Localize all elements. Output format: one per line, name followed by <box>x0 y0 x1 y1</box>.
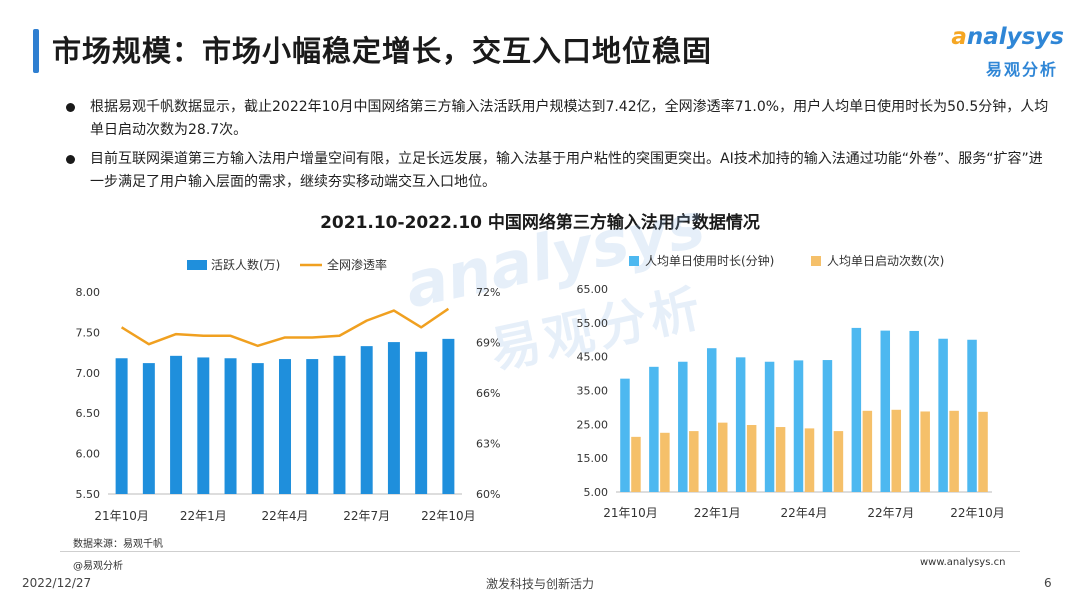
x-axis-tick-label: 22年4月 <box>781 506 828 520</box>
bar-daily-duration <box>620 378 630 492</box>
bar-daily-launches <box>660 432 670 492</box>
bullet-text: 根据易观千帆数据显示，截止2022年10月中国网络第三方输入法活跃用户规模达到7… <box>90 99 1049 138</box>
bar-active-users <box>306 359 319 494</box>
bar-active-users <box>279 359 291 494</box>
bar-daily-duration <box>706 348 717 492</box>
bar-daily-launches <box>631 436 641 492</box>
bar-daily-duration <box>764 361 775 492</box>
bar-active-users <box>333 355 346 494</box>
x-axis-tick-label: 22年1月 <box>180 509 227 523</box>
bar-daily-duration <box>967 339 977 492</box>
bar-daily-duration <box>851 327 862 492</box>
legend-swatch-launches <box>811 256 821 266</box>
slogan: 激发科技与创新活力 <box>485 577 594 591</box>
data-source: 数据来源：易观千帆 <box>73 539 163 550</box>
bar-active-users <box>224 358 237 494</box>
logo-text-en: analysys <box>951 24 1064 50</box>
copyright: @易观分析 <box>73 561 123 572</box>
bar-active-users <box>197 357 210 494</box>
bar-daily-duration <box>678 361 688 492</box>
bar-active-users <box>251 363 264 494</box>
left-axis-tick-label: 5.50 <box>76 488 101 501</box>
legend-label: 人均单日使用时长(分钟) <box>645 253 774 268</box>
x-axis-tick-label: 21年10月 <box>94 509 149 523</box>
x-axis-tick-label: 22年7月 <box>867 506 914 520</box>
right-axis-tick-label: 63% <box>476 438 500 451</box>
bar-daily-launches <box>891 409 902 492</box>
bar-active-users <box>442 338 455 494</box>
line-penetration-rate <box>120 307 450 348</box>
bullet-dot-icon <box>66 155 75 164</box>
bar-daily-duration <box>822 360 833 492</box>
y-axis-tick-label: 65.00 <box>577 283 609 296</box>
bar-daily-launches <box>689 431 699 492</box>
bar-active-users <box>387 342 400 494</box>
bullet-item: 根据易观千帆数据显示，截止2022年10月中国网络第三方输入法活跃用户规模达到7… <box>60 96 1050 142</box>
legend-swatch-bar <box>187 260 207 270</box>
bar-daily-duration <box>735 357 746 492</box>
x-axis-tick-label: 21年10月 <box>603 506 658 520</box>
bar-daily-launches <box>804 428 815 492</box>
bar-daily-duration <box>649 366 659 492</box>
page-number: 6 <box>1044 576 1052 590</box>
bullet-item: 目前互联网渠道第三方输入法用户增量空间有限，立足长远发展，输入法基于用户粘性的突… <box>60 148 1050 194</box>
bar-daily-launches <box>920 411 930 492</box>
x-axis-tick-label: 22年10月 <box>950 506 1005 520</box>
x-axis-tick-label: 22年7月 <box>343 509 390 523</box>
legend-label: 人均单日启动次数(次) <box>827 253 944 268</box>
bar-daily-duration <box>880 330 891 492</box>
bar-active-users <box>415 351 428 494</box>
bar-daily-launches <box>862 410 873 492</box>
x-axis-tick-label: 22年1月 <box>694 506 741 520</box>
summary-bullets: 根据易观千帆数据显示，截止2022年10月中国网络第三方输入法活跃用户规模达到7… <box>60 96 1050 200</box>
y-axis-tick-label: 35.00 <box>577 385 609 398</box>
right-axis-tick-label: 69% <box>476 337 500 350</box>
y-axis-tick-label: 5.00 <box>584 486 609 499</box>
legend-label: 全网渗透率 <box>327 257 387 272</box>
bar-daily-launches <box>717 422 728 492</box>
bar-daily-duration <box>793 360 804 492</box>
left-axis-tick-label: 8.00 <box>76 286 101 299</box>
y-axis-tick-label: 25.00 <box>577 418 609 431</box>
bar-active-users <box>142 363 155 494</box>
footer-divider <box>60 551 1020 552</box>
right-axis-tick-label: 66% <box>476 387 500 400</box>
bar-daily-launches <box>949 410 959 492</box>
bar-daily-launches <box>775 427 786 492</box>
bar-active-users <box>360 346 373 494</box>
website: www.analysys.cn <box>920 557 1006 568</box>
bar-daily-launches <box>978 411 988 492</box>
left-axis-tick-label: 7.00 <box>76 367 101 380</box>
legend-swatch-duration <box>629 256 639 266</box>
bar-active-users <box>115 358 128 494</box>
bar-daily-duration <box>938 338 948 492</box>
right-axis-tick-label: 60% <box>476 488 500 501</box>
left-axis-tick-label: 6.00 <box>76 448 101 461</box>
bar-active-users <box>170 355 183 494</box>
left-axis-tick-label: 6.50 <box>76 407 101 420</box>
left-axis-tick-label: 7.50 <box>76 326 101 339</box>
y-axis-tick-label: 55.00 <box>577 317 609 330</box>
bar-daily-launches <box>833 431 844 492</box>
chart-title: 2021.10-2022.10 中国网络第三方输入法用户数据情况 <box>320 213 760 233</box>
logo-text-cn: 易观分析 <box>985 60 1058 79</box>
report-date: 2022/12/27 <box>22 576 92 590</box>
y-axis-tick-label: 45.00 <box>577 351 609 364</box>
page-title: 市场规模：市场小幅稳定增长，交互入口地位稳固 <box>52 34 713 68</box>
bullet-dot-icon <box>66 103 75 112</box>
bullet-text: 目前互联网渠道第三方输入法用户增量空间有限，立足长远发展，输入法基于用户粘性的突… <box>90 151 1043 190</box>
right-axis-tick-label: 72% <box>476 286 500 299</box>
legend-label: 活跃人数(万) <box>211 257 280 272</box>
y-axis-tick-label: 15.00 <box>577 452 609 465</box>
bar-daily-launches <box>746 425 757 492</box>
x-axis-tick-label: 22年10月 <box>421 509 476 523</box>
analysys-logo: analysys 易观分析 <box>948 18 1064 80</box>
x-axis-tick-label: 22年4月 <box>262 509 309 523</box>
title-accent-bar <box>33 29 39 73</box>
bar-daily-duration <box>909 330 919 492</box>
